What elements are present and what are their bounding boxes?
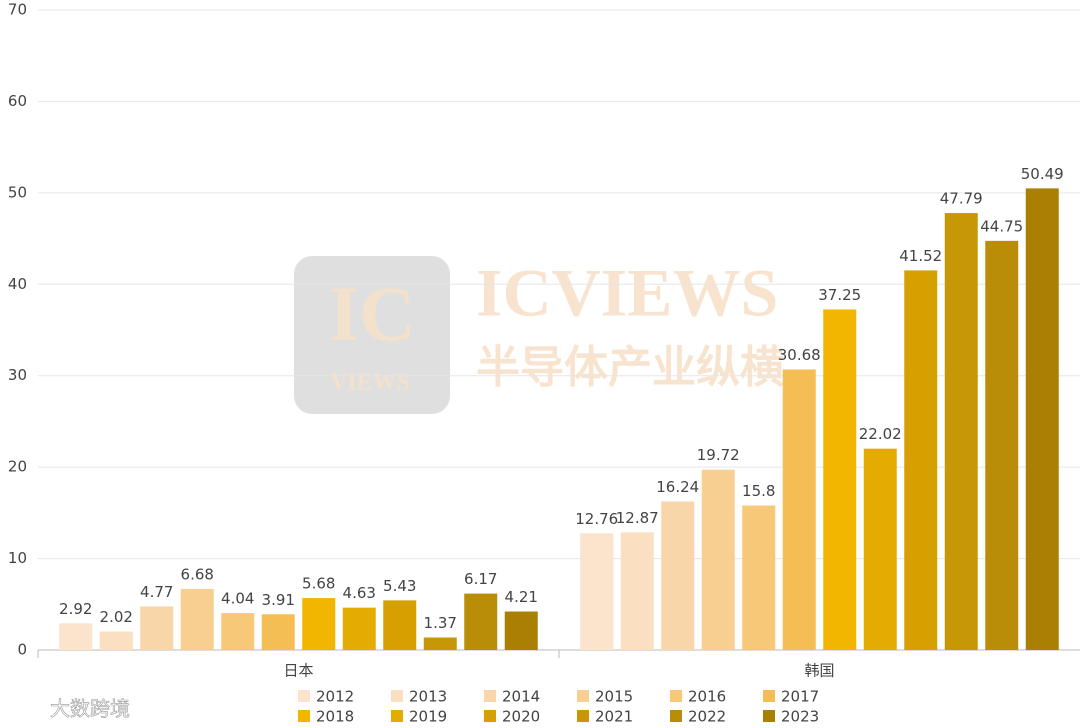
value-label: 3.91 [262,591,295,609]
bar [823,309,857,650]
value-label: 30.68 [778,346,821,364]
legend-swatch [670,710,682,722]
watermark: IC [329,270,416,357]
value-label: 16.24 [656,478,699,496]
value-label: 4.04 [221,590,254,608]
legend-label: 2021 [595,708,633,726]
legend-swatch [484,690,496,702]
legend-swatch [577,710,589,722]
bar [1025,188,1059,650]
value-label: 44.75 [980,217,1023,235]
legend-label: 2019 [409,708,447,726]
value-label: 6.68 [181,565,214,583]
legend-swatch [391,690,403,702]
bar [342,607,376,650]
value-label: 41.52 [899,247,942,265]
value-label: 2.02 [100,608,133,626]
value-label: 2.92 [59,600,92,618]
legend-swatch [484,710,496,722]
legend-label: 2015 [595,688,633,706]
bar [423,637,457,650]
legend-swatch [577,690,589,702]
legend-label: 2023 [781,708,819,726]
value-label: 37.25 [818,286,861,304]
watermark-logo [294,256,450,414]
bar [863,448,897,650]
bar [504,611,538,650]
bar [99,631,133,650]
bar [261,614,295,650]
bar [180,588,214,650]
y-tick-label: 20 [8,458,27,476]
value-label: 19.72 [697,446,740,464]
bar [985,240,1019,650]
bar [580,533,614,650]
bar [302,598,336,650]
legend-swatch [298,690,310,702]
bar [701,469,735,650]
bar [661,501,695,650]
value-label: 4.77 [140,583,173,601]
bar [140,606,174,650]
legend-swatch [763,690,775,702]
legend-label: 2013 [409,688,447,706]
value-label: 5.68 [302,575,335,593]
bar [944,213,978,650]
bar [383,600,417,650]
legend-label: 2014 [502,688,540,706]
value-label: 5.43 [383,577,416,595]
value-label: 47.79 [940,190,983,208]
bar [904,270,938,650]
y-tick-label: 50 [8,183,27,201]
watermark: 大数跨境 [50,697,130,721]
value-label: 15.8 [742,482,775,500]
bar [742,505,776,650]
legend-swatch [391,710,403,722]
value-label: 12.76 [575,510,618,528]
value-label: 4.21 [505,588,538,606]
legend-label: 2022 [688,708,726,726]
value-label: 1.37 [424,614,457,632]
y-tick-label: 10 [8,549,27,567]
bar [464,593,498,650]
y-tick-label: 40 [8,275,27,293]
value-label: 4.63 [343,584,376,602]
value-label: 12.87 [616,509,659,527]
legend-label: 2018 [316,708,354,726]
bar [59,623,93,650]
y-tick-label: 70 [8,1,27,19]
value-label: 6.17 [464,570,497,588]
value-label: 50.49 [1021,165,1064,183]
bar [620,532,654,650]
legend-label: 2016 [688,688,726,706]
y-tick-label: 60 [8,92,27,110]
y-tick-label: 0 [17,641,27,659]
bar [221,613,255,650]
legend-label: 2020 [502,708,540,726]
value-label: 22.02 [859,425,902,443]
watermark: ICVIEWS [476,255,778,331]
watermark: 半导体产业纵横 [476,343,784,392]
legend-swatch [670,690,682,702]
legend-label: 2012 [316,688,354,706]
x-tick-label: 日本 [283,662,313,680]
bar [782,369,816,650]
watermark: VIEWS [330,370,410,396]
legend-label: 2017 [781,688,819,706]
legend-swatch [763,710,775,722]
y-tick-label: 30 [8,366,27,384]
x-tick-label: 韩国 [804,662,834,680]
legend-swatch [298,710,310,722]
